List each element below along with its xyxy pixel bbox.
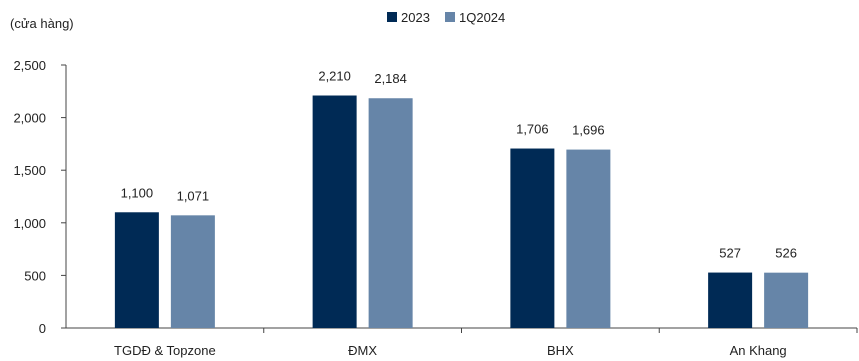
x-tick-label: BHX	[547, 343, 574, 358]
data-label: 1,706	[516, 122, 549, 137]
bar-1q2024	[170, 215, 215, 328]
x-tick-label: An Khang	[730, 343, 787, 358]
legend: 2023 1Q2024	[387, 10, 505, 25]
bar-2023	[114, 212, 159, 328]
y-tick-label: 2,000	[13, 111, 46, 126]
y-tick-label: 0	[39, 321, 46, 336]
x-tick-label: TGDĐ & Topzone	[114, 343, 216, 358]
x-tick-label: ĐMX	[348, 343, 377, 358]
bar-2023	[510, 148, 555, 328]
plot-area: 0 500 1,000 1,500 2,000 2,500 TGDĐ & Topzone 1,…	[13, 58, 858, 358]
data-label: 1,071	[177, 188, 210, 203]
legend-swatch-2023	[387, 12, 397, 22]
legend-label-2023: 2023	[401, 10, 430, 25]
data-label: 2,184	[374, 71, 407, 86]
legend-label-1q2024: 1Q2024	[459, 10, 505, 25]
bar-1q2024	[566, 149, 611, 328]
y-tick-label: 2,500	[13, 58, 46, 73]
bar-1q2024	[764, 272, 809, 328]
y-tick-label: 500	[24, 268, 46, 283]
y-tick-label: 1,000	[13, 216, 46, 231]
data-label: 1,696	[572, 123, 605, 138]
data-label: 527	[719, 246, 741, 261]
bar-2023	[312, 95, 357, 329]
data-label: 2,210	[318, 69, 351, 84]
bar-2023	[708, 272, 753, 328]
data-label: 1,100	[121, 185, 154, 200]
legend-swatch-1q2024	[445, 12, 455, 22]
bar-1q2024	[368, 98, 413, 329]
data-label: 526	[775, 246, 797, 261]
y-tick-label: 1,500	[13, 163, 46, 178]
y-axis-label: (cửa hàng)	[10, 16, 74, 31]
